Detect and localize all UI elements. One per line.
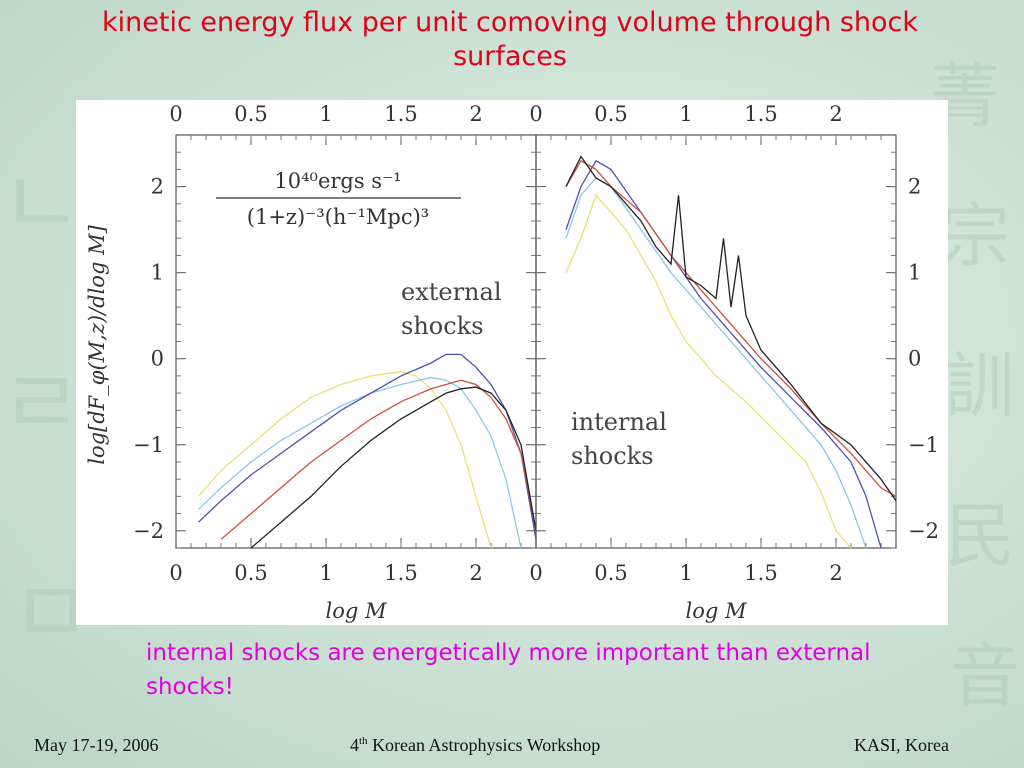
series-line-left-2 (198, 376, 522, 549)
y-tick-label: 2 (151, 175, 164, 199)
x-tick-label: 0.5 (594, 561, 627, 585)
series-line-right-3 (565, 159, 882, 549)
decorative-glyph: 音 (950, 635, 1020, 717)
x-tick-label-top: 1 (679, 102, 692, 126)
x-tick-label-top: 1 (319, 102, 332, 126)
footer-workshop-num: 4 (350, 735, 359, 755)
decorative-glyph: 宗 (940, 195, 1010, 277)
y-tick-label: −1 (133, 433, 164, 457)
series-line-left-3 (198, 353, 537, 540)
decorative-glyph: 訓 (945, 345, 1015, 427)
chart-figure: 0 0 0.5 0.5 1 1 1.5 1.5 2 2 2 1 0 −1 −2 log M external sh… (76, 100, 948, 625)
series-line-left-1 (198, 370, 492, 549)
x-tick-label: 1.5 (744, 561, 777, 585)
x-tick-label: 1 (679, 561, 692, 585)
x-tick-label: 2 (829, 561, 842, 585)
x-axis-label: log M (686, 599, 747, 623)
y-tick-label-right: −1 (908, 433, 939, 457)
series-line-left-5 (250, 386, 537, 549)
decorative-glyph: ㄴ (0, 151, 83, 256)
panel-annotation-left: shocks (401, 312, 484, 340)
panel-frame-left (175, 134, 537, 549)
panel-annotation-right: shocks (571, 442, 654, 470)
series-line-right-5 (565, 155, 897, 502)
x-tick-label: 2 (469, 561, 482, 585)
conclusion-note: internal shocks are energetically more i… (146, 640, 871, 700)
slide-title: kinetic energy flux per unit comoving vo… (102, 7, 918, 72)
x-tick-label-top: 0 (169, 102, 182, 126)
x-tick-label-top: 1.5 (744, 102, 777, 126)
x-tick-label-top: 1.5 (384, 102, 417, 126)
x-tick-label: 0.5 (234, 561, 267, 585)
series-line-right-4 (565, 159, 897, 497)
x-tick-label: 1.5 (384, 561, 417, 585)
footer-venue: KASI, Korea (854, 735, 949, 755)
y-axis-label: log[dF_φ(M,z)/dlog M] (85, 224, 109, 464)
y-tick-label: 1 (151, 261, 164, 285)
x-tick-label: 0 (529, 561, 542, 585)
decorative-glyph: ㄹ (0, 351, 83, 456)
series-line-right-1 (565, 193, 852, 549)
footer-workshop-sup: th (359, 735, 368, 747)
panel-frame-right (535, 134, 897, 549)
y-tick-label-right: 2 (908, 175, 921, 199)
x-tick-label-top: 0.5 (594, 102, 627, 126)
y-tick-label-right: 0 (908, 347, 921, 371)
x-tick-label-top: 2 (829, 102, 842, 126)
y-tick-label-right: 1 (908, 261, 921, 285)
y-tick-label: 0 (151, 347, 164, 371)
series-line-left-4 (220, 379, 537, 540)
panel-annotation-left: external (401, 278, 502, 306)
units-numerator: 10⁴⁰ergs s⁻¹ (274, 169, 401, 193)
y-tick-label: −2 (133, 519, 164, 543)
footer-workshop: 4th Korean Astrophysics Workshop (350, 735, 600, 756)
x-tick-label: 0 (169, 561, 182, 585)
footer-date: May 17-19, 2006 (34, 735, 159, 755)
panel-annotation-right: internal (571, 408, 667, 436)
chart-svg: 0 0 0.5 0.5 1 1 1.5 1.5 2 2 2 1 0 −1 −2 log M external sh… (85, 102, 939, 623)
units-denominator: (1+z)⁻³(h⁻¹Mpc)³ (247, 205, 429, 229)
y-tick-label-right: −2 (908, 519, 939, 543)
x-tick-label-top: 0.5 (234, 102, 267, 126)
x-tick-label: 1 (319, 561, 332, 585)
x-axis-label: log M (326, 599, 387, 623)
x-tick-label-top: 2 (469, 102, 482, 126)
x-tick-label-top: 0 (529, 102, 542, 126)
footer-workshop-rest: Korean Astrophysics Workshop (367, 735, 601, 755)
decorative-glyph: 民 (945, 495, 1015, 577)
